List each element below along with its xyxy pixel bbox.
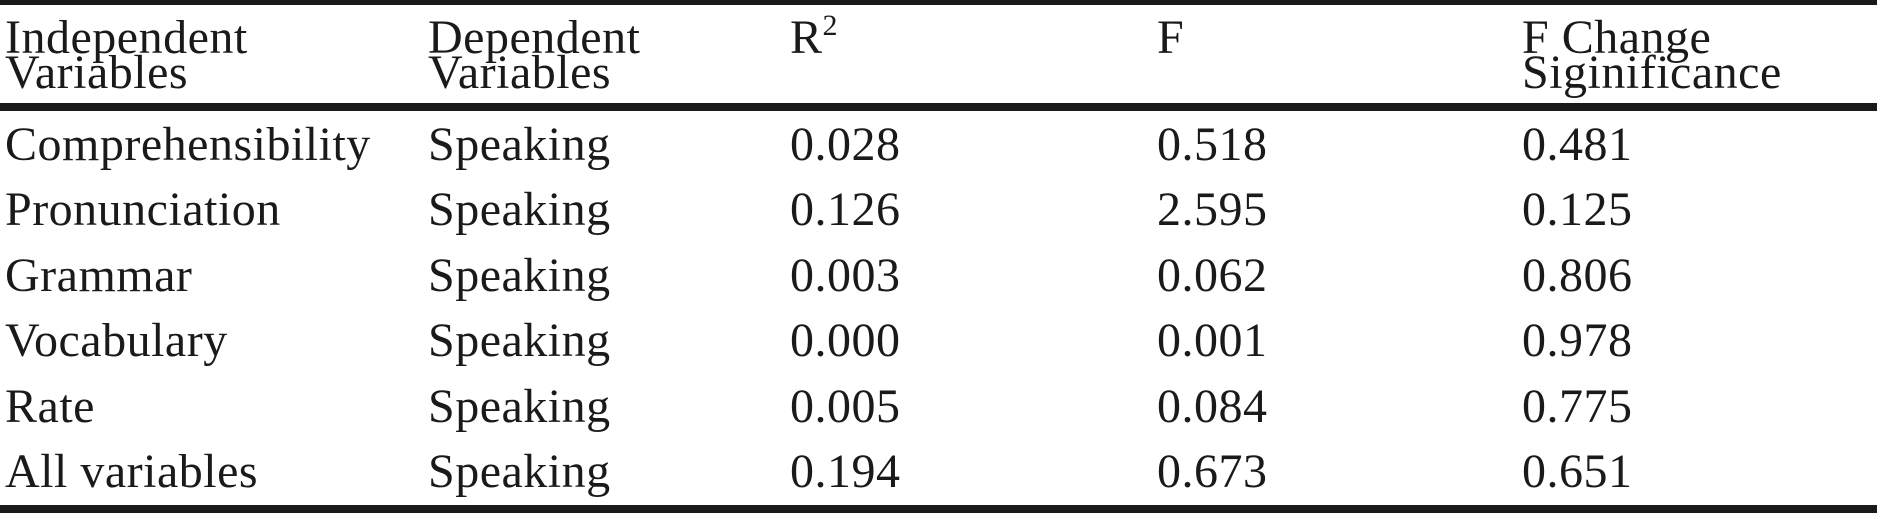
table-header-rule <box>0 103 1877 111</box>
cell-dependent-variable: Speaking <box>428 118 611 171</box>
cell-f: 0.518 <box>1157 118 1268 171</box>
header-f: F <box>1157 11 1185 64</box>
cell-f-change-significance: 0.806 <box>1522 248 1633 302</box>
cell-independent-variable: Rate <box>5 379 95 433</box>
cell-independent-variable: All variables <box>5 444 259 498</box>
header-r-squared-exponent: 2 <box>822 9 838 42</box>
cell-independent-variable: Vocabulary <box>5 314 228 368</box>
cell-f: 2.595 <box>1157 183 1268 237</box>
cell-f: 0.001 <box>1157 314 1268 368</box>
header-independent-variables-line1: Independent <box>5 11 248 64</box>
table-body: Comprehensibility Speaking 0.028 0.518 0… <box>0 112 1900 504</box>
cell-dependent-variable: Speaking <box>428 379 611 433</box>
header-f-change-significance-line2: Siginificance <box>1522 46 1782 99</box>
header-independent-variables: Independent Variables <box>0 0 428 103</box>
cell-dependent-variable: Speaking <box>428 183 611 237</box>
cell-f-change-significance: 0.125 <box>1522 183 1633 237</box>
cell-f-change-significance: 0.775 <box>1522 379 1633 433</box>
header-dependent-variables-line2: Variables <box>428 46 612 99</box>
cell-r-squared: 0.028 <box>790 118 901 171</box>
header-dependent-variables-line1: Dependent <box>428 11 641 64</box>
cell-f: 0.062 <box>1157 248 1268 302</box>
header-f-change-significance-line1: F Change <box>1522 11 1712 64</box>
table-header-row: Independent Variables Dependent Variable… <box>0 0 1900 103</box>
cell-f: 0.673 <box>1157 444 1268 498</box>
cell-f-change-significance: 0.651 <box>1522 444 1633 498</box>
cell-r-squared: 0.005 <box>790 379 901 433</box>
cell-independent-variable: Pronunciation <box>5 183 281 237</box>
cell-r-squared: 0.126 <box>790 183 901 237</box>
cell-dependent-variable: Speaking <box>428 444 611 498</box>
header-independent-variables-line2: Variables <box>5 46 189 99</box>
table-bottom-rule <box>0 505 1877 513</box>
header-dependent-variables: Dependent Variables <box>428 0 790 103</box>
header-f-change-significance: F Change Siginificance <box>1522 0 1900 103</box>
header-r-squared: R2 <box>790 0 1157 103</box>
cell-r-squared: 0.003 <box>790 248 901 302</box>
header-r-squared-base: R <box>790 11 823 64</box>
cell-independent-variable: Comprehensibility <box>5 118 371 171</box>
cell-dependent-variable: Speaking <box>428 314 611 368</box>
table-top-rule <box>0 0 1877 5</box>
cell-f-change-significance: 0.481 <box>1522 118 1633 171</box>
cell-f: 0.084 <box>1157 379 1268 433</box>
cell-f-change-significance: 0.978 <box>1522 314 1633 368</box>
cell-r-squared: 0.194 <box>790 444 901 498</box>
cell-r-squared: 0.000 <box>790 314 901 368</box>
cell-dependent-variable: Speaking <box>428 248 611 302</box>
cell-independent-variable: Grammar <box>5 248 193 302</box>
